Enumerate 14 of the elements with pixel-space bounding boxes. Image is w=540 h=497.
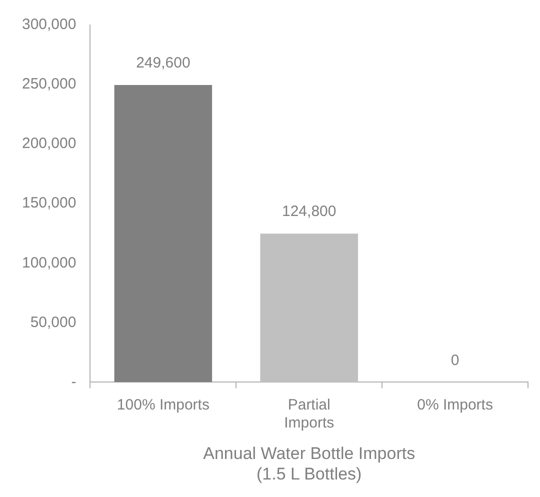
y-tick-label: 200,000 bbox=[22, 135, 76, 152]
y-tick-label: - bbox=[71, 373, 76, 390]
x-tick-label: 0% Imports bbox=[417, 396, 493, 414]
y-tick-label: 100,000 bbox=[22, 254, 76, 272]
y-tick-label: 150,000 bbox=[22, 194, 76, 212]
y-tick-label: 250,000 bbox=[22, 76, 76, 93]
x-axis-title: Annual Water Bottle Imports (1.5 L Bottles) bbox=[203, 444, 416, 484]
x-tick-label: Partial Imports bbox=[284, 396, 334, 432]
data-label: 249,600 bbox=[136, 54, 190, 72]
y-tick-label: 300,000 bbox=[22, 16, 76, 34]
data-label: 0 bbox=[450, 352, 460, 369]
y-tick-label: 50,000 bbox=[30, 314, 76, 331]
data-label: 124,800 bbox=[282, 203, 336, 220]
x-tick-label: 100% Imports bbox=[116, 396, 210, 414]
